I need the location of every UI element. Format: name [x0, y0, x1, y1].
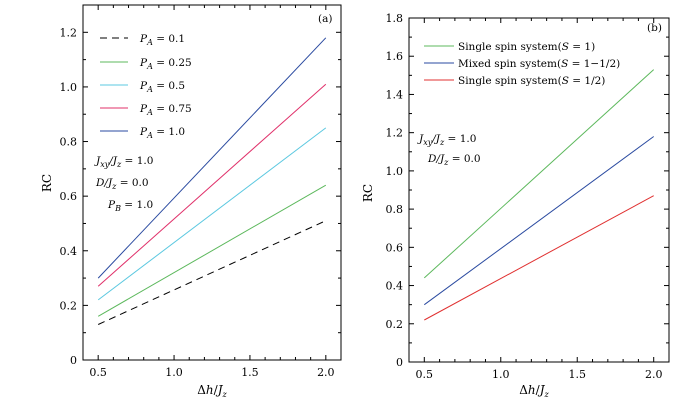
svg-text:Single spin system(S = 1/2): Single spin system(S = 1/2): [458, 75, 605, 87]
plot-frame-a: [82, 4, 342, 361]
y-tick-label-a: 0.2: [60, 299, 78, 312]
annotation-b-jxy: Jxy/Jz = 1.0: [417, 133, 476, 147]
panel-label-a: (a): [318, 13, 332, 25]
y-tick-label-b: 0.2: [386, 318, 404, 331]
y-tick-label-a: 1.0: [60, 81, 78, 94]
panel-label-b: (b): [647, 22, 662, 34]
series-line-b-2: [424, 136, 654, 306]
x-tick-label-a: 1.5: [241, 366, 259, 379]
legend-item-a-4: PA = 0.75: [100, 103, 192, 117]
x-tick-label-a: 0.5: [89, 366, 107, 379]
annotation-a-d: D/Jz = 0.0: [95, 177, 149, 191]
y-tick-label-a: 0.6: [60, 190, 78, 203]
y-tick-label-b: 1.6: [386, 50, 404, 63]
legend-item-a-1: PA = 0.1: [100, 33, 185, 47]
legend-item-a-2: PA = 0.25: [100, 57, 192, 71]
legend-item-a-5: PA = 1.0: [100, 126, 185, 140]
y-tick-label-b: 0.8: [386, 203, 404, 216]
y-tick-label-a: 1.2: [60, 26, 78, 39]
y-tick-label-a: 0.8: [60, 136, 78, 149]
y-tick-label-b: 1.0: [386, 165, 404, 178]
annotation-a-pb: PB = 1.0: [107, 199, 153, 213]
annotation-b: Jxy/Jz = 1.0 D/Jz = 0.0: [417, 133, 481, 167]
x-tick-label-b: 1.0: [492, 368, 510, 381]
axis-ticks-b: 0.5 1.0 1.5 2.0 0 0.2 0.4 0.6 0.8 1.0 1.2 1.4 1.6 1.8: [386, 12, 669, 381]
series-lines-b: [423, 69, 655, 321]
x-tick-label-b: 2.0: [645, 368, 663, 381]
x-tick-label-a: 1.0: [165, 366, 183, 379]
svg-text:PA = 1.0: PA = 1.0: [139, 126, 185, 140]
svg-text:Single spin system(S = 1): Single spin system(S = 1): [458, 41, 595, 53]
y-tick-label-a: 0: [70, 354, 77, 367]
panel-a: 0.5 1.0 1.5 2.0 0 0.2 0.4 0.6 0.8 1.0 1.2 (a) RC Δ…: [40, 4, 342, 399]
y-axis-label-b: RC: [361, 184, 375, 202]
legend-item-a-3: PA = 0.5: [100, 80, 185, 94]
panel-b: 0.5 1.0 1.5 2.0 0 0.2 0.4 0.6 0.8 1.0 1.2 1.4 1.6 1.8…: [361, 12, 670, 399]
svg-text:Mixed spin system(S = 1−1/2): Mixed spin system(S = 1−1/2): [458, 58, 620, 70]
series-line-b-3: [424, 195, 654, 321]
annotation-b-d: D/Jz = 0.0: [427, 153, 481, 167]
legend-item-b-2: Mixed spin system(S = 1−1/2): [424, 58, 620, 70]
annotation-a: Jxy/Jz = 1.0 D/Jz = 0.0 PB = 1.0: [94, 155, 153, 213]
x-axis-label-a: Δh/Jz: [197, 383, 227, 399]
legend-item-b-1: Single spin system(S = 1): [424, 41, 595, 53]
series-line-a-1: [97, 220, 327, 325]
x-axis-label-b: Δh/Jz: [519, 383, 549, 399]
series-line-a-5: [97, 37, 327, 279]
series-line-a-3: [97, 127, 327, 301]
axis-ticks-a: 0.5 1.0 1.5 2.0 0 0.2 0.4 0.6 0.8 1.0 1.2: [60, 5, 341, 379]
legend-a: PA = 0.1 PA = 0.25 PA = 0.5 PA = 0.75 PA…: [100, 33, 192, 140]
y-tick-label-a: 0.4: [60, 245, 78, 258]
x-tick-label-a: 2.0: [317, 366, 335, 379]
svg-text:PA = 0.25: PA = 0.25: [139, 57, 192, 71]
legend-item-b-3: Single spin system(S = 1/2): [424, 75, 605, 87]
y-tick-label-b: 0.6: [386, 241, 404, 254]
legend-b: Single spin system(S = 1) Mixed spin sys…: [424, 41, 620, 87]
svg-text:PA = 0.75: PA = 0.75: [139, 103, 192, 117]
y-tick-label-b: 1.8: [386, 12, 404, 25]
y-tick-label-b: 1.2: [386, 127, 404, 140]
series-line-b-1: [423, 69, 655, 279]
x-tick-label-b: 1.5: [568, 368, 586, 381]
annotation-a-jxy: Jxy/Jz = 1.0: [94, 155, 153, 169]
svg-text:PA = 0.1: PA = 0.1: [139, 33, 185, 47]
series-line-a-2: [97, 184, 327, 317]
y-tick-label-b: 0.4: [386, 280, 404, 293]
series-lines-a: [97, 37, 327, 325]
series-line-a-4: [97, 83, 327, 287]
y-tick-label-b: 1.4: [386, 88, 404, 101]
x-tick-label-b: 0.5: [416, 368, 434, 381]
y-axis-label-a: RC: [40, 174, 54, 192]
svg-text:PA = 0.5: PA = 0.5: [139, 80, 185, 94]
y-tick-label-b: 0: [396, 356, 403, 369]
